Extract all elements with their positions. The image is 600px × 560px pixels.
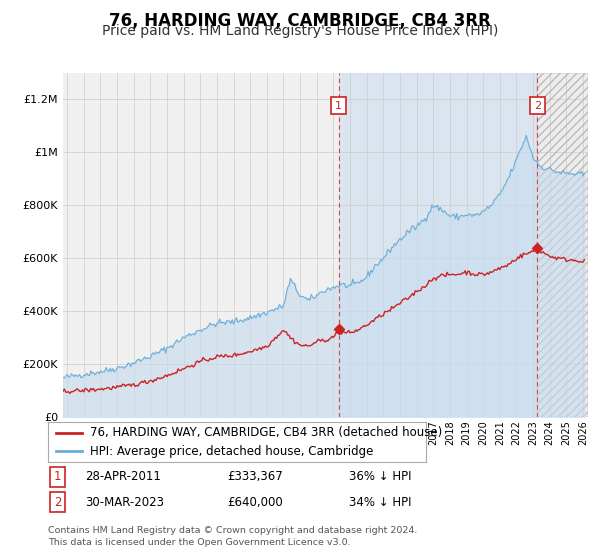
- Bar: [339, 73, 537, 417]
- Text: 2: 2: [54, 496, 61, 509]
- Text: 30-MAR-2023: 30-MAR-2023: [85, 496, 164, 509]
- Bar: [537, 73, 588, 417]
- Text: 1: 1: [54, 470, 61, 483]
- Text: 36% ↓ HPI: 36% ↓ HPI: [349, 470, 412, 483]
- Text: 2: 2: [533, 100, 541, 110]
- Text: 76, HARDING WAY, CAMBRIDGE, CB4 3RR: 76, HARDING WAY, CAMBRIDGE, CB4 3RR: [109, 12, 491, 30]
- Bar: [537, 73, 588, 417]
- Text: 28-APR-2011: 28-APR-2011: [85, 470, 161, 483]
- Text: Contains HM Land Registry data © Crown copyright and database right 2024.
This d: Contains HM Land Registry data © Crown c…: [48, 526, 418, 547]
- Text: 76, HARDING WAY, CAMBRIDGE, CB4 3RR (detached house): 76, HARDING WAY, CAMBRIDGE, CB4 3RR (det…: [89, 426, 442, 439]
- Text: HPI: Average price, detached house, Cambridge: HPI: Average price, detached house, Camb…: [89, 445, 373, 458]
- Text: 1: 1: [335, 100, 342, 110]
- Text: Price paid vs. HM Land Registry's House Price Index (HPI): Price paid vs. HM Land Registry's House …: [102, 24, 498, 38]
- Text: £640,000: £640,000: [227, 496, 283, 509]
- Bar: [537, 73, 588, 417]
- Text: £333,367: £333,367: [227, 470, 283, 483]
- Text: 34% ↓ HPI: 34% ↓ HPI: [349, 496, 412, 509]
